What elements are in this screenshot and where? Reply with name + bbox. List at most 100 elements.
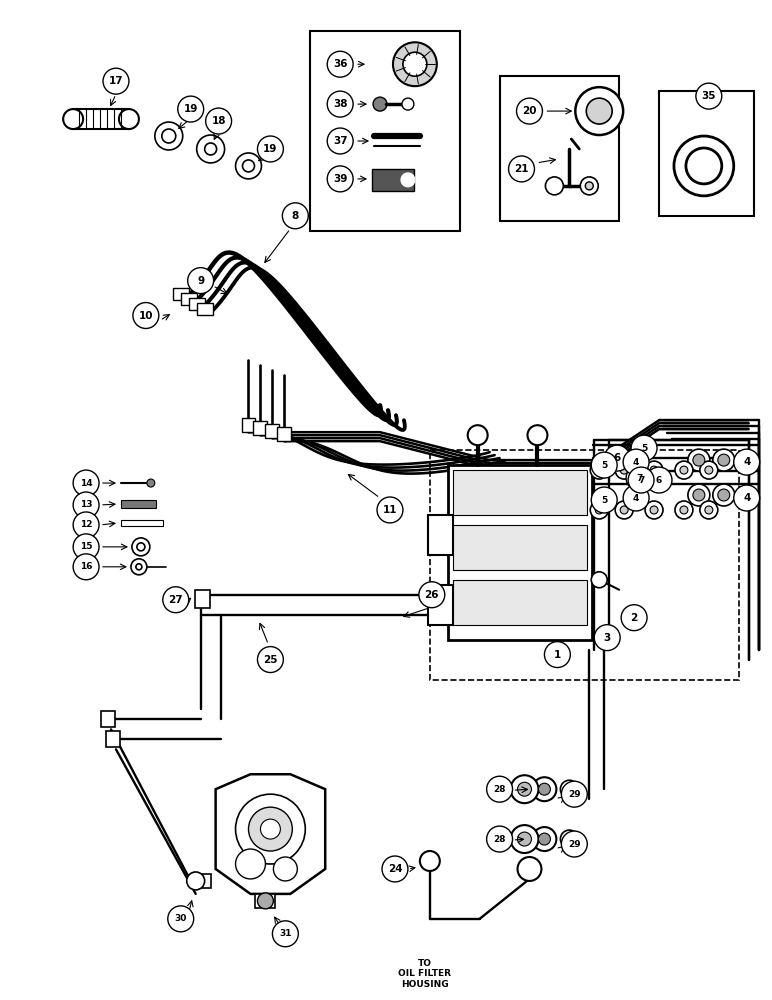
- Circle shape: [486, 826, 513, 852]
- Text: 16: 16: [80, 562, 93, 571]
- Circle shape: [163, 587, 188, 613]
- Bar: [448, 465, 592, 640]
- Circle shape: [517, 782, 531, 796]
- Circle shape: [73, 534, 99, 560]
- Bar: [197, 303, 212, 315]
- Text: 28: 28: [493, 785, 506, 794]
- Bar: [659, 91, 753, 216]
- Bar: [428, 585, 452, 625]
- Bar: [101, 711, 115, 727]
- Circle shape: [137, 543, 145, 551]
- Text: 6: 6: [614, 453, 621, 463]
- Bar: [277, 427, 291, 441]
- Circle shape: [675, 461, 693, 479]
- Circle shape: [283, 203, 308, 229]
- Circle shape: [718, 489, 730, 501]
- Circle shape: [650, 506, 658, 514]
- Text: 19: 19: [263, 144, 278, 154]
- Circle shape: [615, 501, 633, 519]
- Circle shape: [168, 906, 194, 932]
- Circle shape: [696, 83, 722, 109]
- Circle shape: [103, 68, 129, 94]
- Circle shape: [623, 449, 649, 475]
- Circle shape: [273, 921, 298, 947]
- Bar: [256, 894, 276, 908]
- Circle shape: [544, 642, 571, 668]
- Circle shape: [133, 303, 159, 328]
- Circle shape: [235, 849, 266, 879]
- Circle shape: [393, 42, 437, 86]
- Circle shape: [604, 445, 630, 471]
- Circle shape: [591, 487, 617, 513]
- Circle shape: [645, 461, 663, 479]
- Bar: [266, 424, 279, 438]
- Circle shape: [645, 501, 663, 519]
- Circle shape: [700, 461, 718, 479]
- Text: 2: 2: [631, 613, 638, 623]
- Bar: [430, 450, 739, 680]
- Text: TO
OIL FILTER
HOUSING: TO OIL FILTER HOUSING: [398, 959, 452, 989]
- Circle shape: [517, 857, 541, 881]
- Text: 9: 9: [197, 276, 205, 286]
- Text: 7: 7: [638, 476, 645, 485]
- Text: 37: 37: [333, 136, 347, 146]
- Text: 5: 5: [641, 444, 647, 453]
- Circle shape: [533, 777, 557, 801]
- Circle shape: [401, 173, 415, 187]
- Circle shape: [621, 605, 647, 631]
- Circle shape: [705, 506, 713, 514]
- Circle shape: [509, 156, 534, 182]
- Circle shape: [147, 479, 155, 487]
- Circle shape: [538, 833, 550, 845]
- Bar: [188, 298, 205, 310]
- Circle shape: [510, 775, 538, 803]
- Circle shape: [327, 128, 353, 154]
- Text: 4: 4: [633, 458, 639, 467]
- Text: 17: 17: [109, 76, 124, 86]
- Circle shape: [516, 98, 543, 124]
- Text: 8: 8: [292, 211, 299, 221]
- Circle shape: [260, 819, 280, 839]
- Circle shape: [258, 893, 273, 909]
- Circle shape: [205, 143, 217, 155]
- Circle shape: [680, 506, 688, 514]
- Circle shape: [382, 856, 408, 882]
- Circle shape: [688, 449, 709, 471]
- Text: 18: 18: [212, 116, 226, 126]
- Circle shape: [73, 554, 99, 580]
- Text: 1: 1: [554, 650, 561, 660]
- Bar: [181, 293, 197, 305]
- Circle shape: [620, 506, 628, 514]
- Circle shape: [565, 785, 574, 793]
- Bar: [452, 470, 587, 515]
- Circle shape: [63, 109, 83, 129]
- Circle shape: [688, 484, 709, 506]
- Circle shape: [155, 122, 183, 150]
- Circle shape: [162, 129, 176, 143]
- Circle shape: [626, 465, 652, 491]
- Bar: [73, 109, 129, 129]
- Text: 26: 26: [425, 590, 439, 600]
- Bar: [173, 288, 188, 300]
- Circle shape: [591, 501, 608, 519]
- Circle shape: [187, 872, 205, 890]
- Bar: [242, 418, 256, 432]
- Circle shape: [718, 454, 730, 466]
- Text: 19: 19: [184, 104, 198, 114]
- Circle shape: [205, 108, 232, 134]
- Circle shape: [403, 52, 427, 76]
- Text: 5: 5: [601, 496, 608, 505]
- Bar: [106, 731, 120, 747]
- Circle shape: [631, 435, 657, 461]
- Circle shape: [527, 425, 547, 445]
- Circle shape: [373, 97, 387, 111]
- Text: 4: 4: [743, 493, 750, 503]
- Circle shape: [273, 857, 297, 881]
- Circle shape: [561, 831, 587, 857]
- Bar: [499, 76, 619, 221]
- Circle shape: [686, 148, 722, 184]
- Text: 13: 13: [80, 500, 93, 509]
- Circle shape: [620, 466, 628, 474]
- Circle shape: [675, 501, 693, 519]
- Circle shape: [713, 449, 735, 471]
